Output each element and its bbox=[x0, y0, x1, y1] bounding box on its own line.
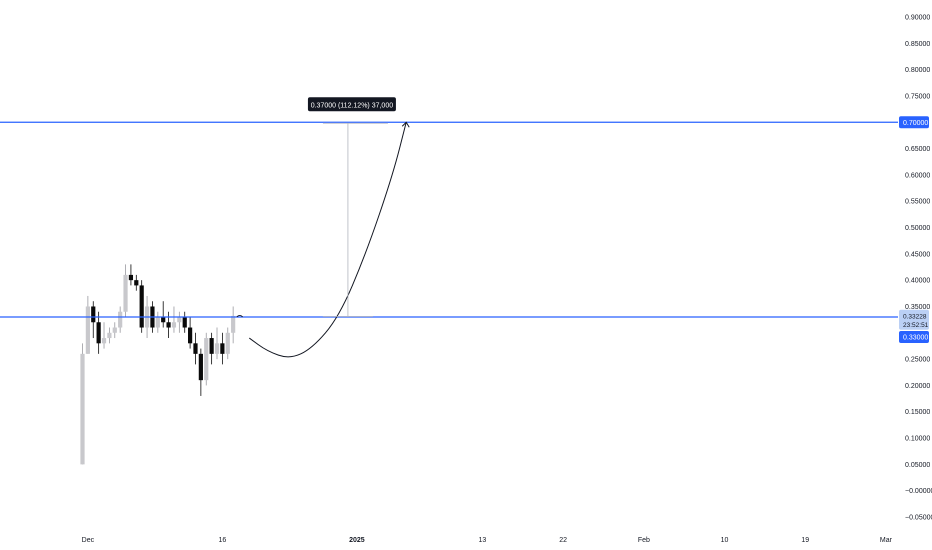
candle-body bbox=[112, 327, 117, 333]
measure-tool: 0.37000 (112.12%) 37,000 bbox=[307, 97, 396, 317]
price-tick-label: −0.00000 bbox=[905, 488, 932, 495]
time-axis[interactable]: Dec1620251322Feb1019Mar10 bbox=[82, 537, 932, 544]
badge-line-top-value: 0.70000 bbox=[903, 120, 928, 127]
candle-body bbox=[107, 332, 112, 339]
badge-current-price: 0.33228 bbox=[903, 313, 927, 320]
candle-body bbox=[193, 343, 198, 354]
badge-line-bottom-bg bbox=[899, 331, 929, 343]
price-tick-label: 0.90000 bbox=[905, 15, 930, 22]
candle-body bbox=[231, 315, 236, 333]
price-tick-label: 0.50000 bbox=[905, 225, 930, 232]
time-tick-label: 22 bbox=[559, 537, 567, 544]
time-tick-label: 10 bbox=[721, 537, 729, 544]
badge-countdown: 23:52:51 bbox=[903, 322, 929, 329]
time-tick-label: Mar bbox=[880, 537, 893, 544]
candle-body bbox=[134, 280, 139, 286]
candle-body bbox=[80, 353, 85, 465]
measure-label-bg bbox=[307, 97, 396, 112]
candle-body bbox=[204, 338, 209, 381]
candle-body bbox=[188, 327, 193, 344]
price-tick-label: 0.35000 bbox=[905, 304, 930, 311]
candle-body bbox=[209, 338, 214, 354]
time-tick-label: Dec bbox=[82, 537, 95, 544]
candle-body bbox=[214, 343, 220, 354]
price-tick-label: 0.75000 bbox=[905, 93, 930, 100]
price-tick-label: 0.25000 bbox=[905, 357, 930, 364]
price-tick-label: 0.10000 bbox=[905, 436, 930, 443]
price-tick-label: −0.05000 bbox=[905, 515, 932, 522]
candle-body bbox=[96, 322, 101, 344]
candles-layer bbox=[80, 264, 236, 465]
price-badges: 0.70000 0.33228 23:52:51 0.33000 bbox=[899, 116, 929, 343]
candle-body bbox=[155, 317, 160, 328]
candle-body bbox=[139, 285, 144, 328]
measure-label: 0.37000 (112.12%) 37,000 bbox=[311, 102, 393, 109]
candle-body bbox=[198, 353, 203, 381]
projection-arrowhead bbox=[401, 121, 410, 128]
candle-body bbox=[118, 311, 123, 328]
candle-body bbox=[177, 317, 182, 323]
time-tick-label: 13 bbox=[479, 537, 487, 544]
candle-body bbox=[182, 317, 187, 328]
projection-curve bbox=[248, 122, 407, 358]
candle-body bbox=[123, 274, 128, 312]
candle-body bbox=[128, 274, 134, 281]
price-tick-label: 0.55000 bbox=[905, 199, 930, 206]
price-tick-label: 0.15000 bbox=[905, 409, 930, 416]
price-tick-label: 0.85000 bbox=[905, 41, 930, 48]
price-axis[interactable]: 0.90000 0.85000 0.80000 0.75000 0.65000 0.600… bbox=[905, 15, 932, 522]
horizontal-lines-layer bbox=[0, 121, 898, 318]
candle-body bbox=[225, 332, 230, 354]
price-tick-label: 0.20000 bbox=[905, 383, 930, 390]
price-tick-label: 0.05000 bbox=[905, 462, 930, 469]
price-tick-label: 0.60000 bbox=[905, 172, 930, 179]
time-tick-label: 16 bbox=[218, 537, 226, 544]
price-tick-label: 0.40000 bbox=[905, 278, 930, 285]
candle-body bbox=[220, 343, 225, 354]
badge-line-bottom-value: 0.33000 bbox=[903, 335, 928, 342]
time-tick-label: 19 bbox=[801, 537, 809, 544]
time-tick-label: 2025 bbox=[349, 537, 365, 544]
time-tick-label: Feb bbox=[638, 537, 650, 544]
current-marker bbox=[236, 315, 244, 318]
price-tick-label: 0.80000 bbox=[905, 67, 930, 74]
badge-current-bg bbox=[899, 309, 929, 330]
candle-body bbox=[161, 317, 166, 323]
projection-layer bbox=[236, 121, 410, 358]
candle-body bbox=[171, 322, 177, 328]
candle-body bbox=[166, 322, 171, 328]
candle-body bbox=[101, 338, 107, 344]
candle-body bbox=[91, 306, 96, 323]
price-tick-label: 0.65000 bbox=[905, 146, 930, 153]
price-tick-label: 0.45000 bbox=[905, 251, 930, 258]
badge-line-top-bg bbox=[899, 116, 929, 129]
candle-body bbox=[85, 306, 90, 354]
